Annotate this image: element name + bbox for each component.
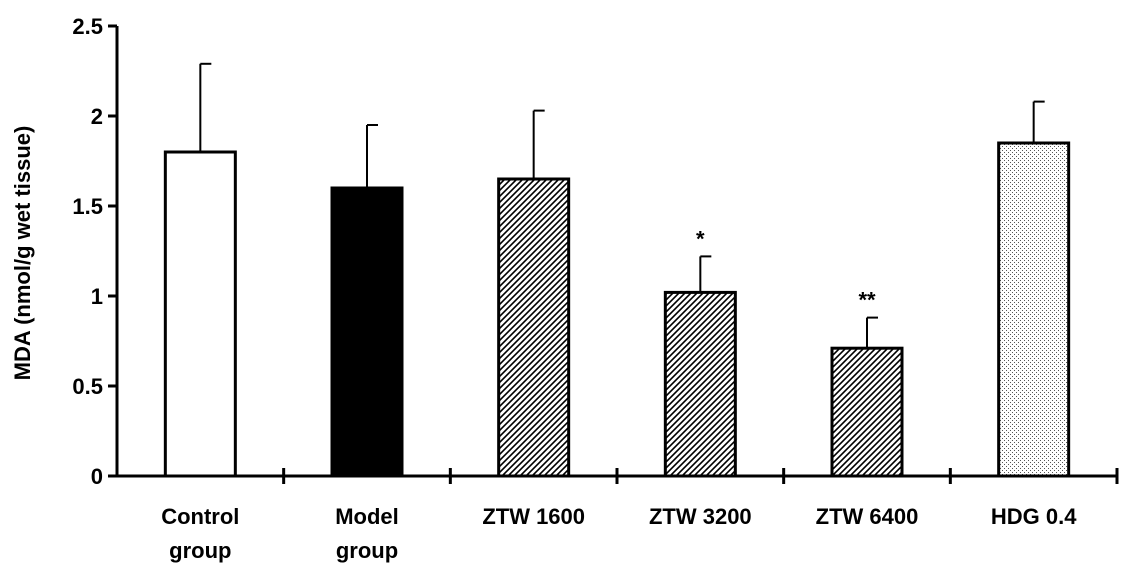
bars — [163, 141, 1071, 478]
axes — [108, 24, 1119, 484]
x-category-label-line2: group — [169, 538, 231, 563]
y-tick-label: 0 — [91, 464, 103, 489]
bar — [163, 150, 237, 478]
bar — [830, 346, 904, 478]
significance-marker: * — [696, 226, 705, 251]
y-axis-label: MDA (nmol/g wet tissue) — [10, 126, 35, 381]
y-tick-label: 1 — [91, 284, 103, 309]
bar — [663, 290, 737, 478]
x-category-label: Control — [161, 504, 239, 529]
y-tick-label: 2 — [91, 104, 103, 129]
significance-marker: ** — [858, 288, 876, 313]
x-category-label: ZTW 1600 — [482, 504, 585, 529]
labels: 0 0.5 1 1.5 2 2.5 Control group Model group ZTW 16… — [10, 14, 1077, 563]
bar — [330, 186, 404, 478]
x-category-label-line2: group — [336, 538, 398, 563]
x-category-label: ZTW 3200 — [649, 504, 752, 529]
x-category-label: Model — [335, 504, 399, 529]
bar — [997, 141, 1071, 478]
x-category-label: ZTW 6400 — [816, 504, 919, 529]
y-tick-label: 0.5 — [72, 374, 103, 399]
x-category-label: HDG 0.4 — [991, 504, 1077, 529]
error-bars — [199, 62, 1045, 349]
y-tick-label: 1.5 — [72, 194, 103, 219]
bar — [497, 177, 571, 478]
y-tick-label: 2.5 — [72, 14, 103, 39]
